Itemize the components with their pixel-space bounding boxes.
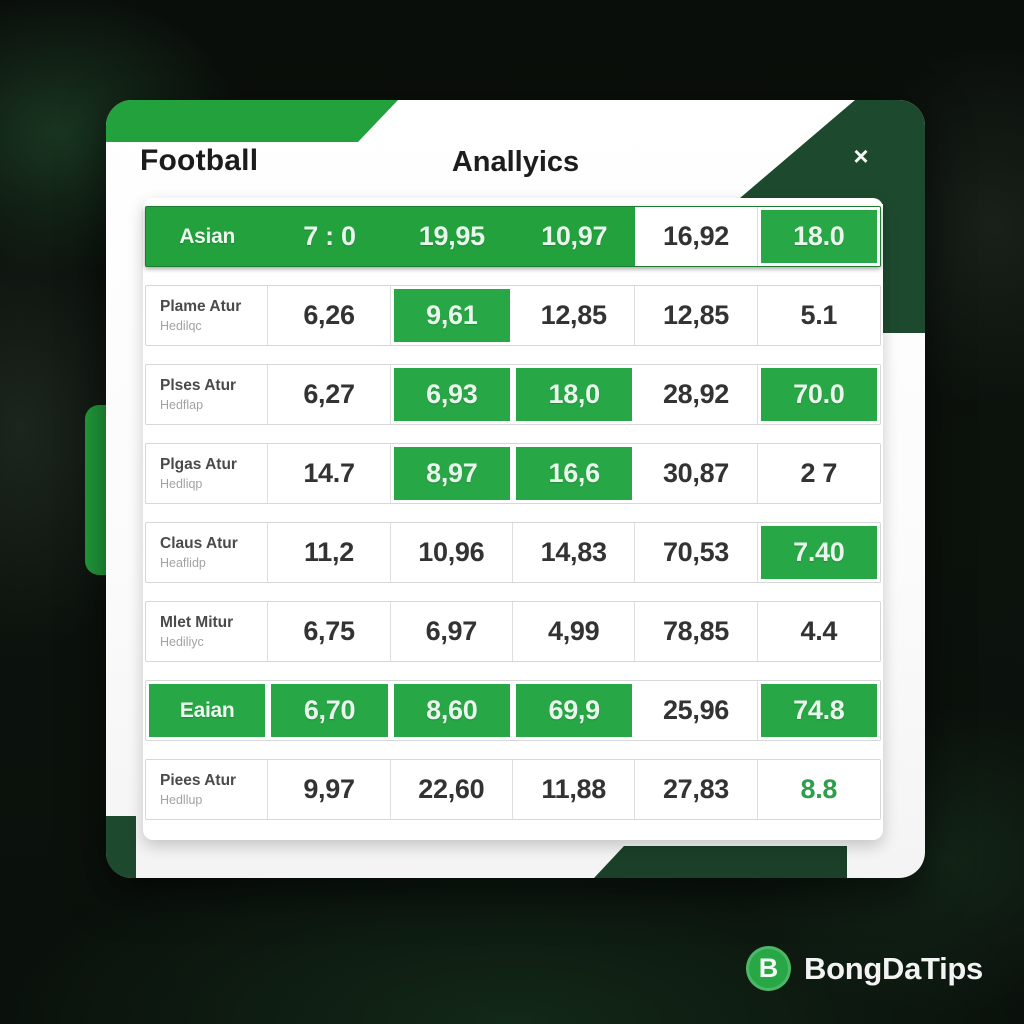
row-label-sub: Hedllup — [160, 793, 203, 807]
odds-cell[interactable]: 9,61 — [390, 286, 513, 345]
row-label-cell: Piees Atur Hedllup — [146, 760, 269, 819]
odds-cell[interactable]: 9,97 — [268, 760, 391, 819]
odds-cell[interactable]: 6,27 — [268, 365, 391, 424]
odds-cell[interactable]: 78,85 — [635, 602, 758, 661]
odds-cell[interactable]: 12,85 — [513, 286, 636, 345]
odds-cell[interactable]: 8.8 — [800, 774, 838, 804]
odds-cell[interactable]: 10,96 — [391, 523, 513, 582]
odds-cell[interactable]: 7 : 0 — [268, 207, 391, 266]
odds-cell[interactable]: 25,96 — [635, 681, 758, 740]
odds-cell[interactable]: 70,53 — [635, 523, 758, 582]
table-row: Plses Atur Hedflap 6,27 6,93 18,0 28,92 70.0 — [145, 364, 881, 425]
brand-footer: B BongDaTips — [746, 946, 983, 991]
odds-cell[interactable]: 6,97 — [391, 602, 513, 661]
odds-cell[interactable]: 28,92 — [635, 365, 758, 424]
bottom-band-decoration — [594, 846, 847, 878]
row-label-main: Plses Atur — [160, 377, 237, 394]
odds-cell[interactable]: 8,60 — [390, 681, 513, 740]
odds-cell[interactable]: 11,88 — [513, 760, 636, 819]
odds-cell[interactable]: 6,75 — [268, 602, 391, 661]
row-label-cell: Plgas Atur Hedliqp — [146, 444, 269, 503]
odds-cell[interactable]: 2 7 — [800, 458, 838, 488]
row-label-cell: Plame Atur Hedilqc — [146, 286, 269, 345]
table-row: Plame Atur Hedilqc 6,26 9,61 12,85 12,85 5.1 — [145, 285, 881, 346]
odds-cell[interactable]: 30,87 — [635, 444, 758, 503]
row-label-sub: Hedilqc — [160, 319, 202, 333]
panel-title-football: Football — [140, 144, 259, 177]
table-row: Eaian 6,70 8,60 69,9 25,96 74.8 — [145, 680, 881, 741]
row-label-main: Plgas Atur — [160, 456, 237, 473]
table-row: Claus Atur Heaflidp 11,2 10,96 14,83 70,53 7.4… — [145, 522, 881, 583]
close-icon[interactable]: × — [853, 141, 869, 171]
row-label-cell: Mlet Mitur Hediliyc — [146, 602, 269, 661]
row-label-main: Mlet Mitur — [160, 614, 234, 631]
row-label-main: Claus Atur — [160, 535, 238, 552]
table-row: Mlet Mitur Hediliyc 6,75 6,97 4,99 78,85 4.4 — [145, 601, 881, 662]
row-label-cell: Asian — [146, 207, 269, 266]
row-label-main: Piees Atur — [160, 772, 237, 789]
row-label-sub: Hedflap — [160, 398, 204, 412]
row-label-sub: Hedliqp — [160, 477, 203, 491]
panel-title-analytics: Anallyics — [451, 146, 580, 178]
row-label-cell: Eaian — [146, 681, 269, 740]
table-row: Piees Atur Hedllup 9,97 22,60 11,88 27,83 8.8 — [145, 759, 881, 820]
odds-cell[interactable]: 12,85 — [635, 286, 758, 345]
odds-cell[interactable]: 14.7 — [268, 444, 391, 503]
odds-cell[interactable]: 22,60 — [391, 760, 513, 819]
top-green-banner — [106, 100, 398, 142]
odds-table: Asian 7 : 0 19,95 10,97 16,92 18.0 Plame Atur H… — [143, 198, 883, 840]
odds-cell[interactable]: 6,70 — [268, 681, 391, 740]
table-row: Asian 7 : 0 19,95 10,97 16,92 18.0 — [145, 206, 881, 267]
odds-cell[interactable]: 14,83 — [513, 523, 636, 582]
odds-cell[interactable]: 11,2 — [268, 523, 391, 582]
odds-cell[interactable]: 8,97 — [390, 444, 513, 503]
row-label-sub: Hediliyc — [160, 635, 204, 649]
odds-cell[interactable]: 69,9 — [513, 681, 636, 740]
table-row: Plgas Atur Hedliqp 14.7 8,97 16,6 30,87 2 7 — [145, 443, 881, 504]
odds-cell[interactable]: 74.8 — [757, 681, 880, 740]
odds-cell[interactable]: 70.0 — [757, 365, 880, 424]
brand-name: BongDaTips — [804, 950, 983, 986]
analytics-panel: Football Anallyics × Asian 7 : 0 19,95 10,9… — [106, 100, 925, 878]
odds-cell[interactable]: 6,26 — [268, 286, 391, 345]
odds-cell[interactable]: 27,83 — [635, 760, 758, 819]
odds-cell[interactable]: 16,92 — [635, 207, 758, 266]
odds-cell[interactable]: 10,97 — [513, 207, 636, 266]
brand-logo-icon: B — [746, 946, 791, 991]
row-label-cell: Plses Atur Hedflap — [146, 365, 269, 424]
odds-cell[interactable]: 6,93 — [390, 365, 513, 424]
row-label-sub: Heaflidp — [160, 556, 206, 570]
odds-cell[interactable]: 18,0 — [513, 365, 636, 424]
row-label-main: Plame Atur — [160, 298, 242, 315]
odds-cell[interactable]: 4.4 — [800, 616, 838, 646]
odds-cell[interactable]: 19,95 — [390, 207, 513, 266]
odds-cell[interactable]: 16,6 — [513, 444, 636, 503]
odds-cell[interactable]: 5.1 — [800, 300, 838, 330]
odds-cell[interactable]: 7.40 — [757, 523, 880, 582]
odds-cell[interactable]: 18.0 — [757, 207, 880, 266]
bottom-left-corner-decoration — [106, 816, 136, 878]
row-label-cell: Claus Atur Heaflidp — [146, 523, 269, 582]
odds-cell[interactable]: 4,99 — [513, 602, 636, 661]
